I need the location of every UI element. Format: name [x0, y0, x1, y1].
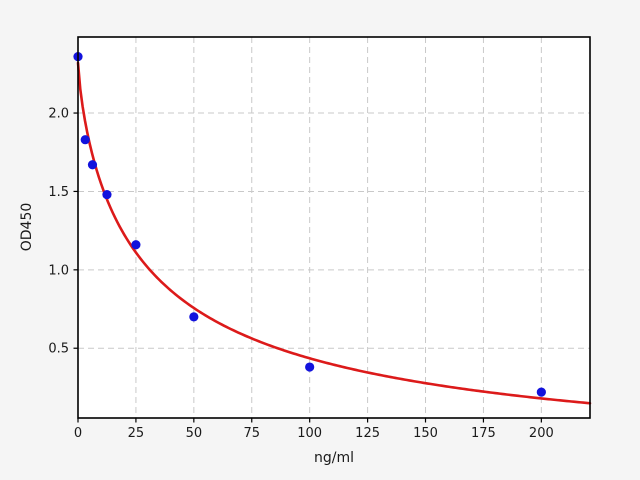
x-axis-label: ng/ml — [314, 450, 354, 466]
x-tick-label: 150 — [413, 426, 438, 441]
data-point — [80, 135, 90, 145]
y-tick-label: 1.5 — [48, 185, 69, 200]
data-layer — [73, 52, 592, 405]
x-tick-label: 100 — [297, 426, 322, 441]
fit-curve — [76, 61, 592, 405]
data-point — [189, 312, 199, 322]
y-tick-label: 2.0 — [48, 107, 69, 122]
data-point — [305, 362, 315, 372]
axes-layer: 0 25 50 75 100 125 150 175 200 0.5 1.0 1.5 2.0 — [48, 36, 591, 441]
data-point — [87, 160, 98, 170]
x-tick-label: 175 — [471, 426, 496, 441]
data-point — [131, 240, 141, 250]
plot-border — [77, 36, 591, 419]
data-point — [102, 189, 112, 200]
gridlines-layer — [77, 37, 590, 418]
x-tick-label: 200 — [529, 426, 554, 441]
x-tick-label: 125 — [355, 426, 380, 441]
x-tick-label: 50 — [186, 426, 203, 441]
data-point — [536, 387, 546, 397]
x-tick-label: 0 — [74, 426, 82, 441]
y-axis-label: OD450 — [19, 203, 35, 252]
y-tick-label: 1.0 — [48, 263, 69, 278]
plot-background — [78, 37, 590, 418]
x-tick-label: 75 — [243, 426, 260, 441]
y-tick-label: 0.5 — [48, 342, 69, 357]
x-tick-label: 25 — [128, 426, 145, 441]
